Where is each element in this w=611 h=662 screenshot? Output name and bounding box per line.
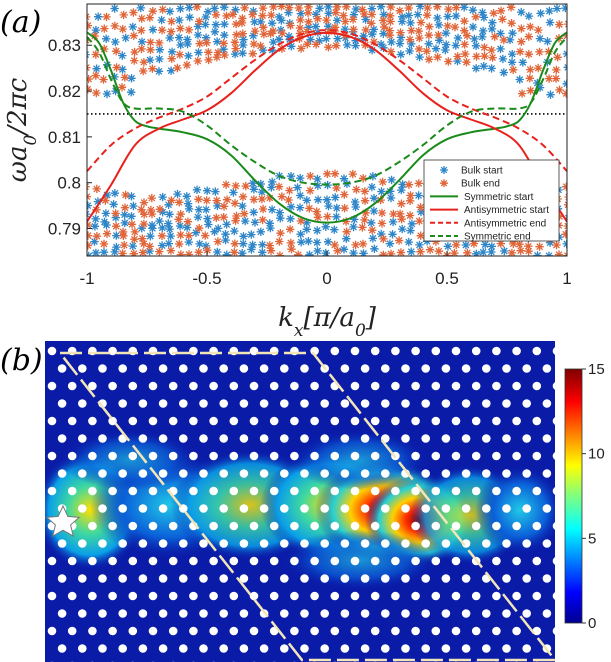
legend-label: Symmetric start: [464, 192, 534, 203]
x-tick-label: 0: [322, 269, 331, 288]
panel-a-label: (a): [0, 5, 41, 40]
colorbar: 0 5 10 15: [564, 361, 605, 632]
legend-label: Bulk start: [461, 166, 503, 177]
band-plot: -1 -0.5 0 0.5 1 0.790.80.810.820.83 ωa0/2πc …: [3, 3, 572, 341]
y-axis-label: ωa0/2πc: [3, 77, 41, 182]
supercell-outline: [57, 351, 555, 662]
air-holes: [47, 346, 555, 662]
colorbar-tick-label: 5: [588, 530, 596, 547]
colorbar-tick-label: 10: [588, 446, 605, 463]
legend-label: Antisymmetric end: [464, 218, 546, 229]
y-tick-label: 0.81: [48, 128, 81, 147]
x-tick-label: -0.5: [192, 269, 221, 288]
x-tick-label: 1: [562, 269, 571, 288]
colorbar-tick-label: 15: [588, 361, 605, 378]
legend-label: Antisymmetric start: [464, 205, 549, 216]
x-tick-label: 0.5: [435, 269, 459, 288]
y-tick-label: 0.82: [48, 82, 81, 101]
legend-label: Bulk end: [461, 179, 500, 190]
mode-curves: [87, 29, 567, 224]
x-ticks: -1 -0.5 0 0.5 1: [79, 251, 572, 288]
y-ticks: 0.79 0.8 0.81 0.82 0.83: [48, 36, 92, 239]
legend-marker: [440, 179, 448, 188]
antisymmetric-start-curve: [87, 31, 567, 223]
y-tick-label: 0.8: [57, 174, 81, 193]
legend: Bulk start Bulk end Symmetric start Antisym…: [423, 159, 560, 243]
symmetric-end-curve: [87, 36, 567, 186]
x-tick-label: -1: [79, 269, 94, 288]
y-tick-label: 0.83: [48, 36, 81, 55]
field-map: 0 5 10 15: [45, 341, 605, 662]
legend-label: Symmetric end: [464, 232, 531, 243]
x-axis-label: kx[π/a0]: [278, 303, 377, 341]
antisymmetric-end-curve: [87, 29, 567, 172]
panel-b-label: (b): [0, 343, 43, 378]
source-star-icon: [45, 504, 81, 538]
colorbar-tick-label: 0: [588, 615, 596, 632]
legend-marker: [440, 166, 448, 174]
y-tick-label: 0.79: [48, 220, 81, 239]
symmetric-start-curve: [87, 31, 567, 224]
